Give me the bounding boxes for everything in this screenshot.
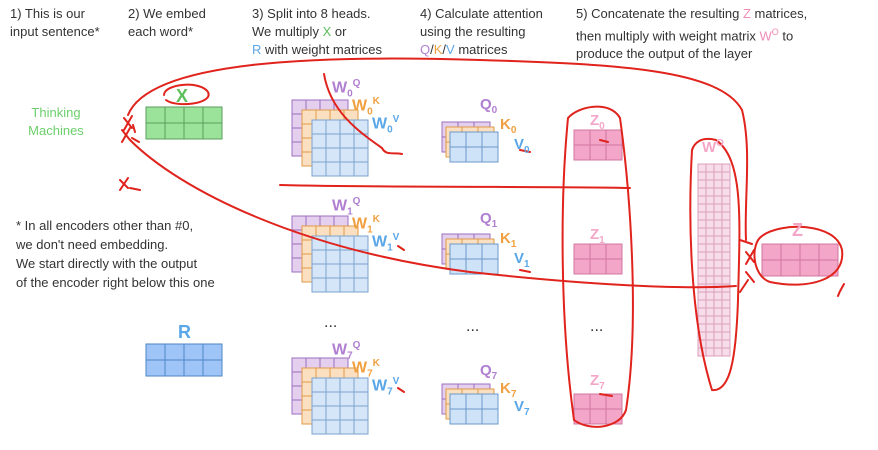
step-2-line2: each word* <box>128 24 194 39</box>
step-5-line1: 5) Concatenate the resulting Z matrices, <box>576 6 808 21</box>
step-4-header: 4) Calculate attention using the resulti… <box>420 5 543 59</box>
z-output-matrix <box>761 243 839 277</box>
label-k7: K7 <box>500 380 517 400</box>
word-machines: Machines <box>28 123 84 138</box>
weights-head1-v <box>311 235 369 293</box>
label-w7q: W7Q <box>332 340 361 362</box>
ellipsis-z: ... <box>590 318 604 335</box>
input-sentence: Thinking Machines <box>28 104 84 140</box>
step-3-line2: We multiply X or <box>252 24 347 39</box>
ellipsis-weights: ... <box>324 314 338 331</box>
embedding-x <box>145 106 223 140</box>
qkv-head1-v <box>449 243 499 275</box>
step-3-line3: R with weight matrices <box>252 42 383 57</box>
step-3-header: 3) Split into 8 heads. We multiply X or … <box>252 5 382 59</box>
step-5-header: 5) Concatenate the resulting Z matrices,… <box>576 5 807 63</box>
label-w1q: W1Q <box>332 196 361 218</box>
annotation-wo-column <box>689 138 741 392</box>
step-2-header: 2) We embed each word* <box>128 5 206 41</box>
label-v0: V0 <box>514 136 530 156</box>
label-w7k: W7K <box>352 358 380 380</box>
label-q0: Q0 <box>480 96 498 116</box>
annotation-outer-loop <box>127 57 749 241</box>
weights-head0-v <box>311 119 369 177</box>
step-3-line1: 3) Split into 8 heads. <box>252 6 371 21</box>
label-z7: Z7 <box>590 372 605 392</box>
encoder-note: * In all encoders other than #0, we don'… <box>16 218 215 290</box>
z7-matrix <box>573 393 623 425</box>
ellipsis-qkv: ... <box>466 318 480 335</box>
annotation-weights-curve <box>323 73 403 155</box>
annotation-x-last <box>119 177 141 191</box>
annotation-x2 <box>121 127 140 143</box>
step-3-x: X <box>322 24 332 39</box>
annotation-x1 <box>123 115 136 133</box>
label-q7: Q7 <box>480 362 498 382</box>
label-q1: Q1 <box>480 210 498 230</box>
label-x: X <box>176 86 189 106</box>
qkv-head7-v <box>449 393 499 425</box>
label-w7v: W7V <box>372 376 400 398</box>
label-z-output: Z <box>792 220 803 240</box>
annotation-separator-line <box>279 184 631 189</box>
label-w0v: W0V <box>372 114 400 136</box>
annotation-long-sweep <box>129 139 737 289</box>
label-wo: WO <box>702 138 724 156</box>
label-v1: V1 <box>514 250 530 270</box>
wo-matrix <box>697 163 731 357</box>
label-z1: Z1 <box>590 226 605 246</box>
annotation-ticks <box>397 139 613 397</box>
label-w0q: W0Q <box>332 78 361 100</box>
step-4-line2: using the resulting <box>420 24 526 39</box>
label-w0k: W0K <box>352 96 380 118</box>
z0-matrix <box>573 129 623 161</box>
word-thinking: Thinking <box>31 105 81 120</box>
step-5-line3: produce the output of the layer <box>576 46 753 62</box>
annotation-x-circle <box>163 83 210 106</box>
step-4-line1: 4) Calculate attention <box>420 6 543 21</box>
label-w1v: W1V <box>372 232 400 254</box>
z1-matrix <box>573 243 623 275</box>
annotation-arrow <box>739 239 845 297</box>
step-1-line2: input sentence* <box>10 24 100 39</box>
step-3-r: R <box>252 42 262 57</box>
qkv-head0-v <box>449 131 499 163</box>
label-z0: Z0 <box>590 112 605 132</box>
annotation-z-column <box>561 105 634 428</box>
annotation-z-output-circle <box>753 225 844 286</box>
weights-head7-v <box>311 377 369 435</box>
label-w1k: W1K <box>352 214 380 236</box>
step-4-line3: Q/K/V matrices <box>420 42 508 57</box>
embedding-r <box>145 343 223 377</box>
label-r: R <box>178 322 191 342</box>
annotation-z-marks <box>739 249 755 293</box>
step-2-line1: 2) We embed <box>128 6 206 21</box>
label-v7: V7 <box>514 398 530 418</box>
step-1-line1: 1) This is our <box>10 6 85 21</box>
step-1-header: 1) This is our input sentence* <box>10 5 100 41</box>
step-5-line2: then multiply with weight matrix WO to <box>576 27 794 44</box>
label-k1: K1 <box>500 230 517 250</box>
label-k0: K0 <box>500 116 517 136</box>
